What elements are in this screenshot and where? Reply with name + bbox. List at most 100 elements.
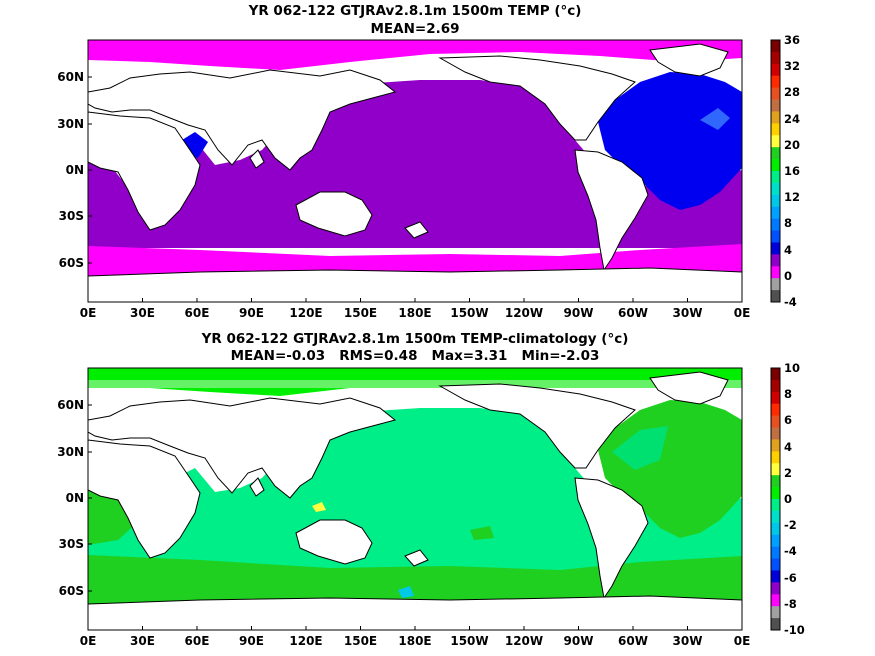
colorbar-swatch [771, 558, 780, 571]
colorbar-swatch [771, 415, 780, 428]
panel1-colorbar-label: 8 [784, 216, 793, 231]
colorbar-swatch [771, 171, 780, 184]
colorbar-swatch [771, 63, 780, 77]
panel1-x-tick-label: 120W [504, 306, 544, 320]
panel1-x-tick-label: 150E [343, 306, 378, 320]
colorbar-swatch [771, 594, 780, 607]
panel1-y-tick-label: 30N [57, 117, 84, 131]
colorbar-swatch [771, 194, 780, 208]
panel2-title: YR 062-122 GTJRAv2.8.1m 1500m TEMP-clima… [201, 331, 629, 347]
colorbar-swatch [771, 606, 780, 619]
colorbar-swatch [771, 266, 780, 279]
colorbar-swatch [771, 230, 780, 243]
panel1-colorbar-label: 36 [784, 33, 801, 47]
colorbar-swatch [771, 254, 780, 267]
colorbar-swatch [771, 135, 780, 148]
panel1-x-tick-label: 60E [184, 306, 210, 320]
panel2-x-tick-label: 0E [733, 634, 751, 648]
colorbar-swatch [771, 40, 780, 53]
colorbar-swatch [771, 123, 780, 136]
colorbar-swatch [771, 159, 780, 172]
colorbar-swatch [771, 182, 780, 196]
panel1-y-tick-label: 30S [58, 209, 84, 223]
panel2-x-tick-label: 120E [289, 634, 323, 648]
panel2-x-tick-label: 0E [79, 634, 97, 648]
colorbar-swatch [771, 242, 780, 255]
panel2-colorbar [770, 367, 781, 631]
colorbar-swatch [771, 147, 780, 160]
colorbar-swatch [771, 87, 780, 100]
colorbar-swatch [771, 368, 780, 381]
panel1-x-tick-label: 150W [450, 306, 489, 320]
colorbar-swatch [771, 463, 780, 476]
panel1-purple-ocean [88, 80, 742, 248]
panel2-x-tick-label: 150W [450, 634, 489, 648]
colorbar-swatch [771, 546, 780, 559]
colorbar-swatch [771, 451, 780, 464]
panel1-colorbar-label: 20 [784, 137, 801, 152]
panel2-colorbar-label: 2 [784, 465, 793, 480]
panel1-y-tick-label: 60S [58, 256, 84, 270]
panel1-x-tick-label: 90E [239, 306, 264, 320]
colorbar-swatch [771, 111, 780, 124]
colorbar-swatch [771, 51, 780, 65]
panel2-x-tick-label: 90E [239, 634, 264, 648]
panel2-main-ocean [88, 408, 742, 578]
panel1-colorbar-label: -4 [784, 295, 797, 309]
panel2-y-tick-label: 0N [65, 491, 84, 505]
colorbar-frame [770, 367, 781, 631]
panel2-colorbar-label: 6 [784, 413, 793, 428]
panel1-subtitle: MEAN=2.69 [370, 21, 460, 37]
panel1-colorbar-label: 32 [784, 59, 801, 74]
panel2-x-tick-label: 120W [504, 634, 544, 648]
panel2-x-tick-label: 60W [618, 634, 648, 648]
panel2-subtitle: MEAN=-0.03 RMS=0.48 Max=3.31 Min=-2.03 [230, 348, 600, 364]
colorbar-swatch [771, 278, 780, 291]
colorbar-frame [770, 39, 781, 303]
panel2-colorbar-label: -10 [784, 623, 805, 637]
colorbar-swatch [771, 487, 780, 500]
colorbar-swatch [771, 290, 780, 303]
panel1-x-tick-label: 30W [672, 306, 703, 320]
panel1-colorbar-label: 16 [784, 164, 801, 178]
panel2-colorbar-label: 8 [784, 387, 793, 402]
panel1-arctic-zone [88, 40, 742, 70]
colorbar-swatch [771, 618, 780, 631]
colorbar-swatch [771, 206, 780, 219]
panel1-x-tick-label: 60W [618, 306, 648, 320]
panel1-x-tick-label: 180E [398, 306, 432, 320]
panel2-y-tick-label: 30S [58, 537, 84, 551]
panel1-x-tick-label: 120E [289, 306, 323, 320]
panel1-x-tick-label: 0E [733, 306, 751, 320]
colorbar-swatch [771, 582, 780, 595]
panel1-colorbar-label: 24 [784, 111, 801, 126]
colorbar-swatch [771, 475, 780, 488]
panel1-y-tick-label: 0N [65, 163, 84, 177]
panel2-x-tick-label: 30E [130, 634, 155, 648]
panel2-y-tick-label: 60N [57, 398, 84, 412]
panel1-colorbar-label: 0 [784, 268, 793, 283]
panel2-colorbar-label: -4 [784, 544, 797, 559]
panel2-y-tick-label: 60S [58, 584, 84, 598]
colorbar-swatch [771, 379, 780, 393]
colorbar-swatch [771, 75, 780, 88]
panel2-x-tick-label: 90W [563, 634, 594, 648]
colorbar-swatch [771, 218, 780, 231]
panel1-colorbar-label: 28 [784, 85, 801, 100]
panel2-x-tick-label: 30W [672, 634, 703, 648]
panel1-x-tick-label: 30E [130, 306, 155, 320]
colorbar-swatch [771, 570, 780, 583]
panel2-colorbar-label: 4 [784, 439, 793, 454]
panel1-title: YR 062-122 GTJRAv2.8.1m 1500m TEMP (°c) [248, 3, 582, 19]
colorbar-swatch [771, 427, 780, 440]
colorbar-swatch [771, 403, 780, 416]
panel1-colorbar [770, 39, 781, 303]
panel2-x-tick-label: 60E [184, 634, 210, 648]
panel2-southern-zone [88, 555, 742, 606]
panel2-y-tick-label: 30N [57, 445, 84, 459]
panel2-x-tick-label: 150E [343, 634, 378, 648]
colorbar-swatch [771, 510, 780, 524]
colorbar-swatch [771, 439, 780, 452]
colorbar-swatch [771, 522, 780, 536]
